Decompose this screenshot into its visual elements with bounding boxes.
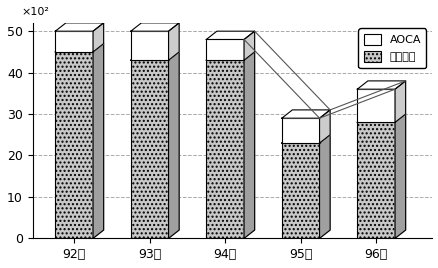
Polygon shape <box>281 135 329 143</box>
Polygon shape <box>319 110 329 143</box>
Bar <box>281 143 319 238</box>
Polygon shape <box>93 23 103 52</box>
Bar <box>357 89 394 122</box>
Polygon shape <box>131 52 179 60</box>
Polygon shape <box>281 110 329 118</box>
Polygon shape <box>394 81 405 122</box>
Polygon shape <box>357 81 405 89</box>
Polygon shape <box>244 31 254 60</box>
Polygon shape <box>244 52 254 238</box>
Legend: AOCA, ネパール: AOCA, ネパール <box>357 28 426 68</box>
Polygon shape <box>55 23 103 31</box>
Bar <box>131 60 168 238</box>
Bar <box>55 52 93 238</box>
Polygon shape <box>131 23 179 31</box>
Bar <box>357 122 394 238</box>
Bar <box>131 31 168 60</box>
Polygon shape <box>206 52 254 60</box>
Polygon shape <box>357 114 405 122</box>
Polygon shape <box>394 114 405 238</box>
Polygon shape <box>168 52 179 238</box>
Polygon shape <box>93 44 103 238</box>
Text: ×10²: ×10² <box>21 7 49 17</box>
Bar <box>281 118 319 143</box>
Polygon shape <box>206 31 254 39</box>
Bar <box>55 31 93 52</box>
Bar <box>206 39 244 60</box>
Polygon shape <box>319 135 329 238</box>
Bar <box>206 60 244 238</box>
Polygon shape <box>168 23 179 60</box>
Polygon shape <box>55 44 103 52</box>
